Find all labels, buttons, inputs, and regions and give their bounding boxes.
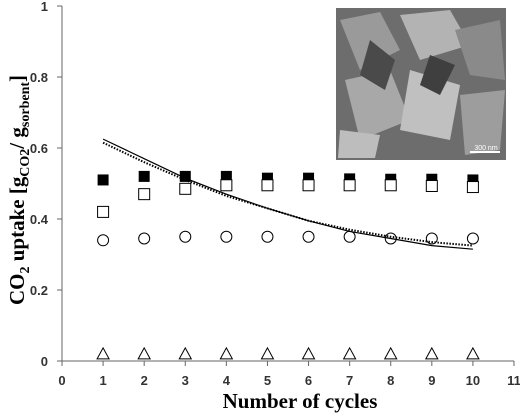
marker	[138, 232, 151, 245]
marker	[138, 188, 151, 201]
y-title-part: / g	[5, 127, 29, 150]
marker	[303, 172, 315, 184]
x-tick-label: 11	[507, 373, 520, 388]
marker	[261, 172, 273, 184]
marker	[97, 234, 110, 247]
marker	[343, 179, 356, 192]
marker	[178, 346, 193, 360]
marker	[302, 230, 315, 243]
marker	[220, 179, 233, 192]
x-tick-label: 10	[466, 373, 480, 388]
y-title-part: 2	[18, 267, 33, 274]
y-tick-label: 0.8	[30, 70, 48, 85]
y-title-part: CO	[5, 274, 29, 306]
fit-line	[102, 141, 473, 247]
marker	[342, 346, 357, 360]
marker	[384, 179, 397, 192]
y-tick-label: 0.4	[30, 212, 49, 227]
x-tick-label: 7	[346, 373, 353, 388]
marker	[385, 173, 397, 185]
x-tick-label: 6	[305, 373, 312, 388]
marker	[137, 346, 152, 360]
marker	[219, 346, 234, 360]
marker	[97, 174, 109, 186]
marker	[426, 173, 438, 185]
marker	[302, 179, 315, 192]
x-tick-label: 1	[99, 373, 106, 388]
x-tick-label: 8	[387, 373, 394, 388]
x-tick-label: 3	[182, 373, 189, 388]
y-tick-label: 1	[41, 0, 48, 14]
y-title-part: sorbent	[18, 82, 33, 127]
y-tick-label: 0	[41, 354, 48, 369]
marker	[301, 346, 316, 360]
x-tick-label: 5	[264, 373, 271, 388]
inset-image	[336, 8, 506, 160]
marker	[96, 346, 110, 360]
marker	[467, 174, 479, 186]
marker	[466, 232, 479, 245]
y-tick-label: 0.6	[30, 141, 48, 156]
marker	[220, 230, 233, 243]
marker	[260, 346, 275, 360]
marker	[97, 205, 110, 218]
scale-label: 300 nm	[474, 145, 498, 152]
marker	[466, 181, 479, 194]
y-title-part: CO2	[18, 149, 33, 177]
marker	[261, 230, 274, 243]
marker	[179, 182, 192, 195]
marker	[179, 230, 192, 243]
x-tick-label: 2	[141, 373, 148, 388]
x-tick-label: 9	[428, 373, 435, 388]
y-axis-title: CO2 uptake [gCO2/ gsorbent]	[5, 75, 33, 305]
x-tick-label: 4	[223, 373, 231, 388]
marker	[179, 170, 191, 182]
x-axis-title: Number of cycles	[223, 389, 378, 413]
y-tick-label: 0.2	[30, 283, 48, 298]
marker	[344, 173, 356, 185]
marker	[466, 346, 480, 360]
y-title-part: ]	[5, 75, 29, 82]
marker	[138, 170, 150, 182]
marker	[425, 179, 438, 192]
y-title-part: uptake [g	[5, 176, 29, 266]
marker	[261, 179, 274, 192]
marker	[343, 230, 356, 243]
x-tick-label: 0	[58, 373, 65, 388]
marker	[424, 346, 439, 360]
marker	[220, 170, 232, 182]
marker	[383, 346, 398, 360]
